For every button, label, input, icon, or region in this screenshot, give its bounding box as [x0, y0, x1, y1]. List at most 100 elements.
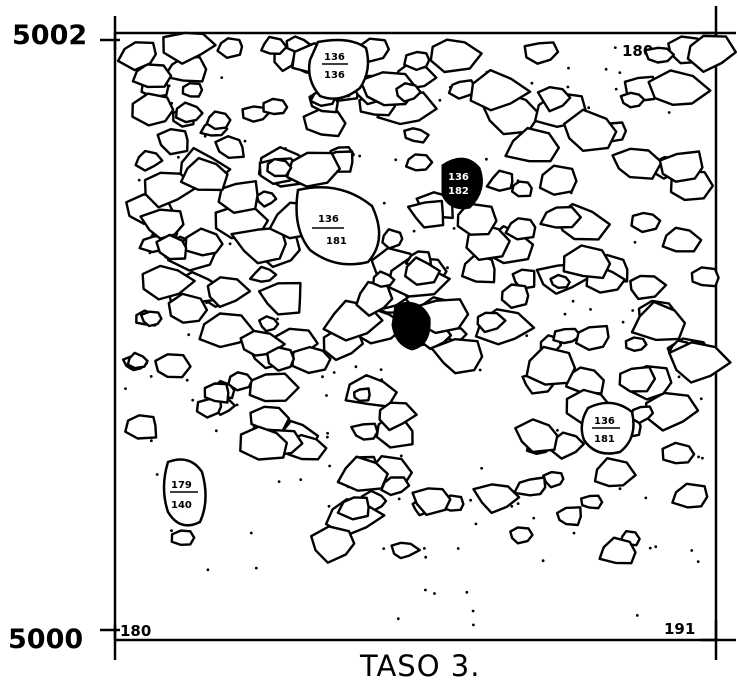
stone	[619, 91, 646, 109]
stone	[258, 315, 280, 333]
soil-dot	[397, 497, 401, 501]
soil-dot	[326, 435, 329, 439]
stone	[248, 372, 300, 403]
stone	[511, 268, 536, 290]
stone	[139, 310, 163, 328]
stone	[174, 101, 204, 124]
stone	[513, 476, 547, 497]
stone	[538, 164, 578, 196]
stone	[574, 324, 610, 351]
soil-dot	[396, 617, 400, 621]
stone	[116, 41, 157, 72]
stone	[476, 311, 507, 334]
stone	[562, 108, 618, 152]
soil-dot	[277, 480, 281, 483]
soil-dot	[690, 549, 694, 552]
stone	[504, 217, 537, 241]
stone	[206, 276, 252, 309]
soil-dot	[150, 439, 153, 443]
soil-dot	[474, 522, 478, 526]
y-label-top: 5002	[12, 20, 87, 51]
soil-dot	[325, 394, 328, 397]
soil-dot	[249, 531, 253, 535]
stone	[661, 226, 703, 253]
soil-dot	[485, 157, 488, 161]
stone	[227, 371, 254, 392]
soil-dot	[635, 614, 639, 617]
plan-frame	[100, 6, 736, 660]
stone	[690, 266, 720, 288]
stone	[403, 50, 431, 72]
soil-dot	[614, 87, 618, 91]
soil-dot	[187, 333, 191, 337]
stone	[406, 199, 445, 229]
stone	[184, 227, 224, 257]
soil-dot	[572, 531, 576, 535]
soil-dot	[699, 397, 703, 401]
soil-dot	[424, 588, 427, 592]
dark-stone	[391, 301, 431, 351]
soil-dot	[556, 428, 559, 432]
stone	[643, 46, 676, 64]
soil-dot	[532, 516, 536, 520]
stone	[266, 157, 293, 178]
soil-dot	[276, 317, 279, 321]
soil-dot	[566, 85, 570, 89]
stone	[552, 327, 582, 345]
soil-dot	[379, 368, 383, 371]
stone	[539, 205, 582, 229]
soil-dot	[423, 547, 426, 550]
stone	[255, 190, 278, 208]
soil-dot	[604, 67, 608, 71]
stone	[344, 374, 398, 408]
stone	[500, 283, 530, 309]
stone	[248, 265, 278, 283]
soil-dot	[137, 178, 141, 182]
soil-dot	[465, 590, 469, 594]
soil-dot	[633, 240, 637, 244]
stone-label-numerator: 136	[448, 172, 469, 183]
stone	[156, 127, 189, 156]
soil-dot	[243, 139, 247, 143]
stone	[310, 525, 356, 564]
soil-dot	[446, 266, 449, 270]
stone-label-denominator: 140	[171, 500, 192, 511]
stone	[629, 274, 668, 301]
corner-label-bottom-right: 191	[664, 620, 695, 638]
soil-dot	[471, 609, 475, 613]
soil-dot	[214, 429, 218, 433]
stone	[381, 228, 404, 250]
stone	[598, 536, 637, 565]
stone	[170, 529, 196, 546]
stone	[562, 244, 612, 280]
stone-label-numerator: 136	[594, 416, 615, 427]
soil-dot	[654, 545, 658, 549]
soil-dot	[510, 504, 514, 508]
stone	[686, 34, 737, 73]
stone	[350, 422, 379, 441]
stone	[124, 414, 158, 440]
soil-dot	[382, 201, 386, 205]
stone	[141, 264, 196, 301]
soil-dot	[697, 455, 700, 459]
soil-dot	[696, 560, 700, 563]
stone-label-denominator: 181	[594, 434, 615, 445]
stone	[509, 526, 534, 545]
stone	[390, 541, 421, 560]
stone	[216, 37, 244, 59]
stone	[542, 470, 565, 489]
stone-label-denominator: 136	[324, 70, 345, 81]
stone	[472, 483, 521, 515]
soil-dot	[358, 154, 362, 158]
stone	[262, 97, 289, 116]
corner-label-bottom-left: 180	[120, 622, 151, 640]
stone	[203, 382, 230, 404]
stone	[239, 425, 288, 461]
stone	[404, 256, 441, 286]
soil-dot	[456, 547, 460, 550]
stone	[266, 346, 295, 372]
stone	[336, 496, 370, 521]
stone	[485, 169, 514, 192]
stone	[126, 351, 149, 370]
stone	[134, 149, 164, 172]
